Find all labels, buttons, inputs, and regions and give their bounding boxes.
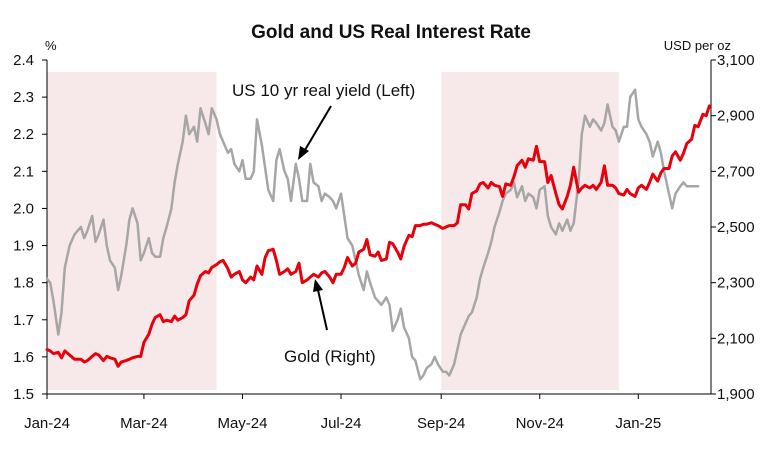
left-tick-label: 1.5 (13, 386, 34, 403)
right-tick-label: 2,500 (717, 219, 755, 236)
real-yield-annotation: US 10 yr real yield (Left) (232, 81, 415, 100)
series-lines (45, 88, 711, 381)
right-tick-label: 2,900 (717, 108, 755, 125)
x-tick-label: Sep-24 (417, 415, 465, 432)
left-tick-label: 2.0 (13, 200, 34, 217)
real-yield-arrow-shaft (304, 105, 332, 151)
right-tick-label: 3,100 (717, 52, 755, 69)
chart-title: Gold and US Real Interest Rate (251, 22, 531, 43)
right-axis-unit: USD per oz (664, 38, 731, 53)
shaded-periods (47, 72, 619, 390)
left-tick-label: 2.3 (13, 89, 34, 106)
shaded-period-1 (47, 72, 217, 390)
gold-annotation: Gold (Right) (284, 347, 376, 366)
left-tick-label: 1.9 (13, 238, 34, 255)
x-tick-label: Jul-24 (321, 415, 362, 432)
right-tick-label: 1,900 (717, 386, 755, 403)
real-yield-series-line (45, 88, 700, 381)
x-tick-label: May-24 (217, 415, 267, 432)
gold-arrow-head (313, 279, 323, 292)
right-tick-label: 2,300 (717, 275, 755, 292)
right-tick-label: 2,100 (717, 330, 755, 347)
left-tick-label: 1.8 (13, 275, 34, 292)
x-tick-label: Mar-24 (120, 415, 168, 432)
left-tick-label: 2.1 (13, 163, 34, 180)
x-tick-label: Nov-24 (516, 415, 564, 432)
right-tick-label: 2,700 (717, 163, 755, 180)
left-tick-label: 2.4 (13, 52, 34, 69)
x-tick-label: Jan-25 (615, 415, 661, 432)
left-tick-label: 2.2 (13, 126, 34, 143)
left-tick-label: 1.6 (13, 349, 34, 366)
left-tick-label: 1.7 (13, 312, 34, 329)
tick-labels: 1.5 1.6 1.7 1.8 1.9 2.0 2.1 2.2 2.3 2.4 1,900 2,100… (13, 52, 754, 432)
left-axis-unit: % (45, 38, 57, 53)
gold-series-line (45, 104, 711, 368)
x-tick-label: Jan-24 (24, 415, 70, 432)
gold-arrow-shaft (317, 289, 328, 331)
real-yield-arrow-head (298, 146, 309, 160)
